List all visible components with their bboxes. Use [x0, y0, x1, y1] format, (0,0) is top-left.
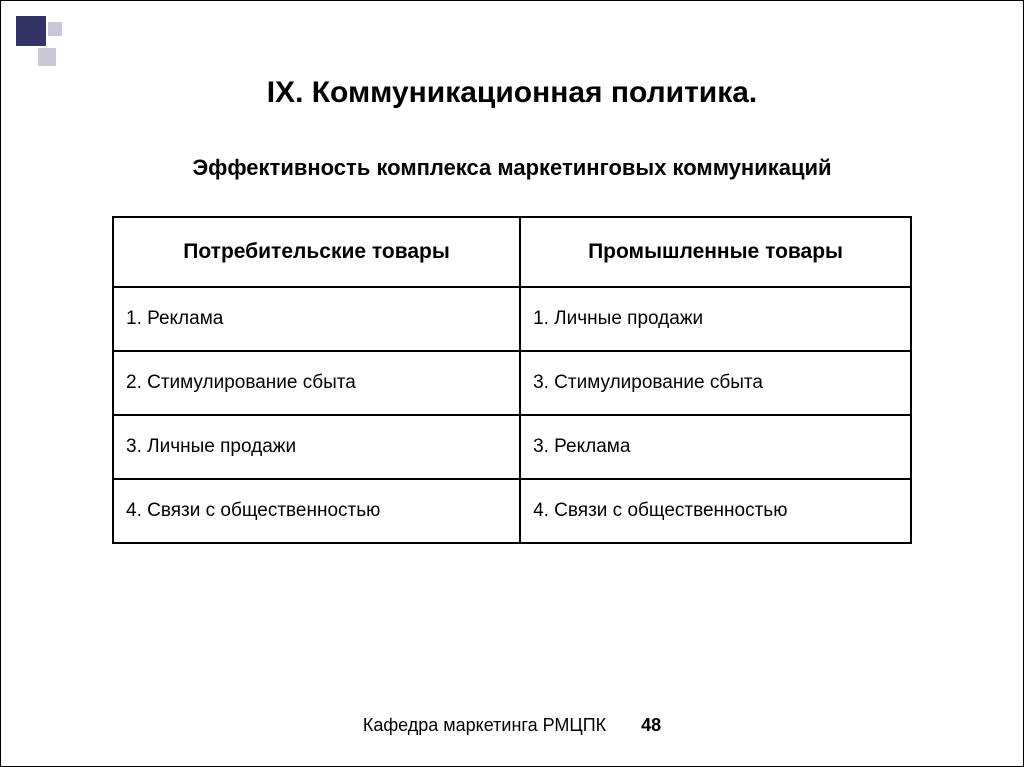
- slide-footer: Кафедра маркетинга РМЦПК 48: [1, 715, 1023, 736]
- decoration-square: [48, 22, 62, 36]
- footer-text: Кафедра маркетинга РМЦПК: [363, 715, 606, 735]
- table-row: 2. Стимулирование сбыта 3. Стимулировани…: [113, 351, 911, 415]
- table-cell: 1. Личные продажи: [520, 287, 911, 351]
- slide-subtitle: Эффективность комплекса маркетинговых ко…: [1, 155, 1023, 181]
- table-row: 4. Связи с общественностью 4. Связи с об…: [113, 479, 911, 543]
- table-row: 1. Реклама 1. Личные продажи: [113, 287, 911, 351]
- table-cell: 3. Личные продажи: [113, 415, 520, 479]
- table-cell: 3. Реклама: [520, 415, 911, 479]
- page-number: 48: [641, 715, 661, 735]
- table-cell: 1. Реклама: [113, 287, 520, 351]
- table-cell: 2. Стимулирование сбыта: [113, 351, 520, 415]
- column-header: Потребительские товары: [113, 217, 520, 287]
- table-row: 3. Личные продажи 3. Реклама: [113, 415, 911, 479]
- corner-decoration-icon: [16, 16, 71, 71]
- table-cell: 4. Связи с общественностью: [113, 479, 520, 543]
- table-cell: 3. Стимулирование сбыта: [520, 351, 911, 415]
- comparison-table: Потребительские товары Промышленные това…: [112, 216, 912, 544]
- table-cell: 4. Связи с общественностью: [520, 479, 911, 543]
- table-header-row: Потребительские товары Промышленные това…: [113, 217, 911, 287]
- decoration-square: [38, 48, 56, 66]
- decoration-square: [16, 16, 46, 46]
- column-header: Промышленные товары: [520, 217, 911, 287]
- slide-title: IX. Коммуникационная политика.: [1, 76, 1023, 110]
